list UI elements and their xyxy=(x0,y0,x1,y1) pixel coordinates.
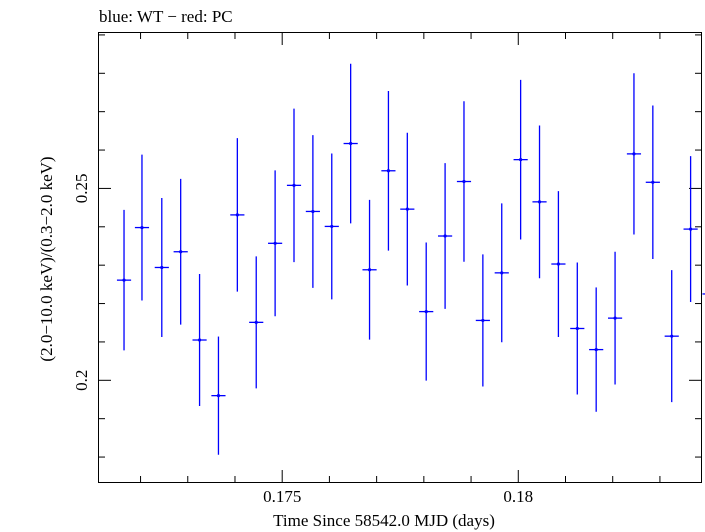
point-marker xyxy=(292,183,296,187)
point-marker xyxy=(443,234,447,238)
point-marker xyxy=(311,209,315,214)
data-point xyxy=(551,191,566,337)
x-tick-label: 0.175 xyxy=(263,487,301,506)
data-point xyxy=(438,163,453,309)
tick-labels: 0.175 0.18 0.2 0.25 xyxy=(72,174,533,506)
plot-frame xyxy=(98,32,702,483)
point-marker xyxy=(367,268,372,272)
x-axis-label: Time Since 58542.0 MJD (days) xyxy=(273,511,495,530)
data-point xyxy=(134,154,150,301)
data-point xyxy=(154,198,169,337)
point-marker xyxy=(500,271,504,275)
x-tick-label: 0.18 xyxy=(503,487,533,506)
y-tick-label: 0.2 xyxy=(72,370,91,391)
data-point xyxy=(664,270,679,403)
data-point xyxy=(419,242,434,381)
data-point xyxy=(607,251,623,385)
data-point xyxy=(324,153,339,300)
data-point xyxy=(116,209,132,351)
data-point xyxy=(570,262,585,395)
point-marker xyxy=(670,334,674,338)
point-marker xyxy=(651,180,655,184)
data-point xyxy=(532,125,547,279)
data-point xyxy=(456,101,472,262)
point-marker xyxy=(386,169,391,173)
data-point xyxy=(305,135,320,288)
y-tick-label: 0.25 xyxy=(72,174,91,204)
data-point xyxy=(475,254,490,387)
point-marker xyxy=(349,141,353,146)
point-marker xyxy=(689,227,693,231)
data-points xyxy=(116,63,705,455)
data-point xyxy=(362,199,377,340)
data-point xyxy=(589,287,604,412)
chart-title: blue: WT − red: PC xyxy=(99,7,233,26)
data-point xyxy=(645,105,660,260)
data-point xyxy=(381,90,396,251)
y-axis-label: (2.0−10.0 keV)/(0.3−2.0 keV) xyxy=(37,156,56,361)
axis-ticks xyxy=(99,33,701,482)
point-marker xyxy=(405,207,409,211)
point-marker xyxy=(179,250,183,254)
point-marker xyxy=(537,200,542,204)
point-marker xyxy=(519,158,523,162)
point-marker xyxy=(594,348,598,352)
data-point xyxy=(173,178,188,325)
data-point xyxy=(626,73,642,235)
point-marker xyxy=(160,265,164,270)
point-marker xyxy=(235,213,239,217)
point-marker xyxy=(330,224,334,229)
point-marker xyxy=(273,241,277,245)
point-marker xyxy=(556,262,561,266)
data-point xyxy=(211,336,226,455)
point-marker xyxy=(424,310,428,314)
point-marker xyxy=(197,338,202,342)
data-point xyxy=(286,108,302,263)
data-point xyxy=(400,132,415,286)
data-point xyxy=(343,63,358,224)
data-point xyxy=(249,256,264,389)
data-point xyxy=(513,79,528,240)
data-point xyxy=(268,170,283,317)
point-marker xyxy=(481,318,485,323)
point-marker xyxy=(575,326,579,331)
point-marker xyxy=(613,316,617,320)
point-marker xyxy=(216,394,221,398)
point-marker xyxy=(632,152,636,156)
point-marker xyxy=(140,225,144,230)
data-point xyxy=(683,156,698,303)
data-point xyxy=(494,203,509,343)
data-point xyxy=(230,138,245,292)
data-point xyxy=(192,274,207,407)
point-marker xyxy=(254,320,258,324)
point-marker xyxy=(462,179,466,184)
point-marker xyxy=(122,278,126,282)
